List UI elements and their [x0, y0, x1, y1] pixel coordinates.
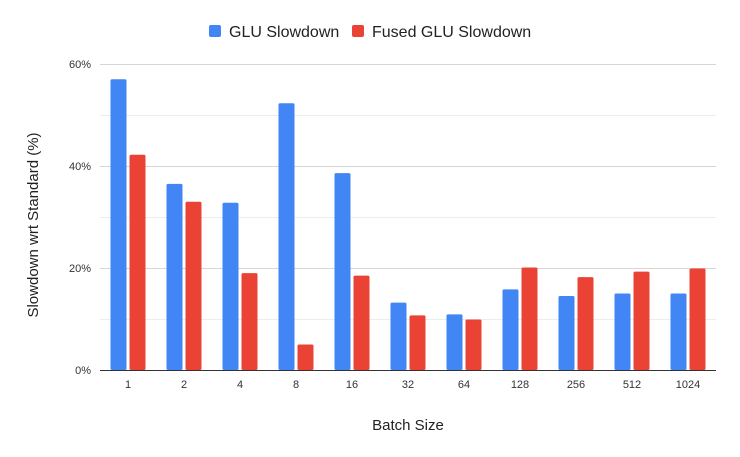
- bar-glu-256: [558, 296, 575, 370]
- x-tick-label: 512: [623, 379, 641, 391]
- x-axis-title: Batch Size: [372, 417, 444, 434]
- bar-glu-1024: [670, 293, 687, 370]
- x-tick-label: 256: [567, 379, 585, 391]
- y-tick-label: 60%: [69, 59, 91, 71]
- bar-glu-1: [110, 79, 127, 371]
- bar-glu-32: [390, 302, 407, 370]
- bar-glu-512: [614, 293, 631, 370]
- bar-fused-glu-64: [465, 319, 482, 370]
- bar-fused-glu-8: [297, 344, 314, 370]
- bar-glu-4: [222, 202, 239, 370]
- legend: GLU Slowdown Fused GLU Slowdown: [209, 24, 531, 41]
- bar-glu-128: [502, 289, 519, 370]
- legend-label-fused-glu: Fused GLU Slowdown: [372, 24, 531, 41]
- bar-glu-64: [446, 314, 463, 370]
- bar-fused-glu-512: [633, 271, 650, 370]
- bar-glu-16: [334, 173, 351, 370]
- bar-fused-glu-1024: [689, 268, 706, 370]
- bar-fused-glu-1: [129, 154, 146, 370]
- bars: [110, 79, 706, 371]
- x-tick-label: 8: [293, 379, 299, 391]
- legend-item-fused-glu[interactable]: Fused GLU Slowdown: [352, 24, 531, 41]
- y-tick-label: 40%: [69, 161, 91, 173]
- y-axis-title: Slowdown wrt Standard (%): [25, 132, 42, 317]
- x-tick-label: 64: [458, 379, 470, 391]
- legend-label-glu: GLU Slowdown: [229, 24, 339, 41]
- legend-swatch-glu: [209, 25, 221, 37]
- x-tick-label: 4: [237, 379, 243, 391]
- y-tick-label: 0%: [75, 365, 91, 377]
- x-tick-label: 128: [511, 379, 529, 391]
- bar-fused-glu-2: [185, 201, 202, 370]
- bar-fused-glu-4: [241, 273, 258, 370]
- x-tick-label: 1024: [676, 379, 700, 391]
- bar-fused-glu-256: [577, 277, 594, 370]
- y-axis-ticks: 0% 20% 40% 60%: [69, 59, 91, 377]
- x-tick-label: 32: [402, 379, 414, 391]
- bar-fused-glu-32: [409, 315, 426, 370]
- x-tick-label: 1: [125, 379, 131, 391]
- y-tick-label: 20%: [69, 263, 91, 275]
- legend-item-glu[interactable]: GLU Slowdown: [209, 24, 339, 41]
- bar-glu-2: [166, 183, 183, 370]
- x-tick-label: 16: [346, 379, 358, 391]
- bar-fused-glu-128: [521, 267, 538, 370]
- bar-glu-8: [278, 103, 295, 371]
- gridlines: [100, 64, 716, 320]
- x-axis-ticks: 1 2 4 8 16 32 64 128 256 512 1024: [125, 379, 700, 391]
- bar-fused-glu-16: [353, 275, 370, 370]
- x-tick-label: 2: [181, 379, 187, 391]
- legend-swatch-fused-glu: [352, 25, 364, 37]
